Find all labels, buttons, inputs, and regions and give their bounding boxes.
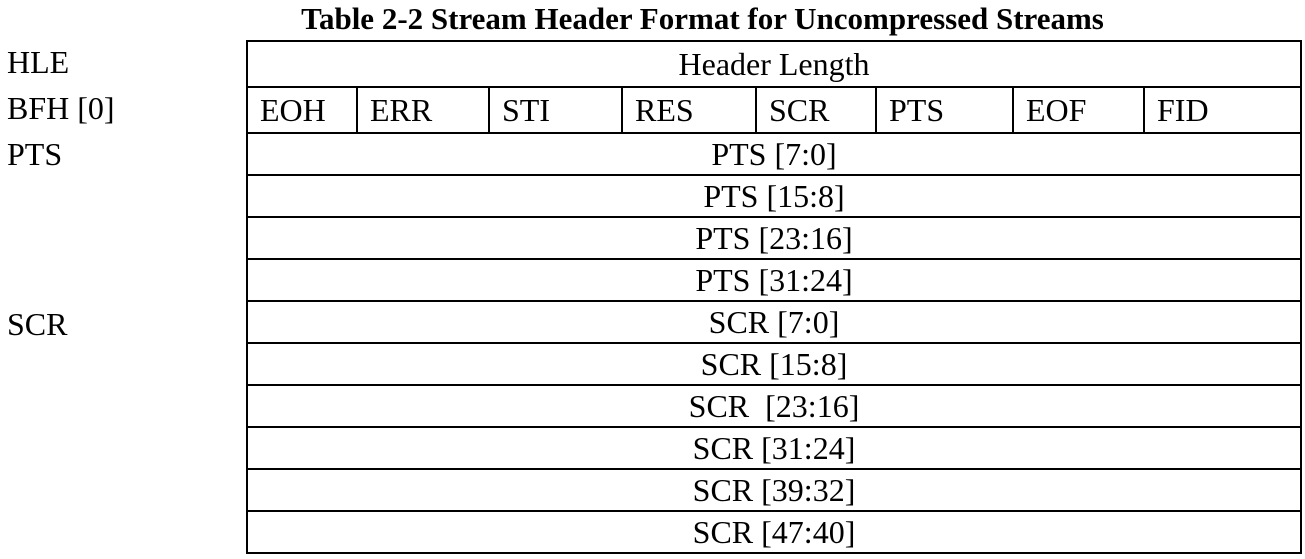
table-title: Table 2-2 Stream Header Format for Uncom… — [301, 1, 1104, 36]
row-label-pts: PTS — [7, 136, 63, 172]
table-row-pts: PTS [23:16] — [245, 216, 1303, 260]
bit-cell-scr: SCR — [755, 86, 877, 134]
bit-cell-sti: STI — [488, 86, 623, 134]
table-row-pts: PTS [31:24] — [245, 258, 1303, 302]
bit-cell-fid: FID — [1142, 86, 1303, 134]
pts-byte-cell: PTS [7:0] — [245, 132, 1303, 176]
pts-byte-cell: PTS [15:8] — [245, 174, 1303, 218]
table-row-pts: PTS [15:8] — [245, 174, 1303, 218]
table-row-scr: SCR [7:0] — [245, 300, 1303, 344]
table-row-scr: SCR [31:24] — [245, 426, 1303, 470]
scr-byte-cell: SCR [39:32] — [245, 468, 1303, 512]
table-row-pts: PTS [7:0] — [245, 132, 1303, 176]
scr-byte-cell: SCR [47:40] — [245, 510, 1303, 554]
stream-header-table: Header Length EOH ERR STI RES SCR PTS EO… — [245, 40, 1303, 554]
table-row-scr: SCR [15:8] — [245, 342, 1303, 386]
table-row-scr: SCR [23:16] — [245, 384, 1303, 428]
bit-cell-eof: EOF — [1012, 86, 1145, 134]
bit-cell-pts: PTS — [875, 86, 1014, 134]
table-row-hle: Header Length — [245, 40, 1303, 88]
scr-byte-cell: SCR [23:16] — [245, 384, 1303, 428]
bit-cell-eoh: EOH — [246, 86, 358, 134]
header-length-cell: Header Length — [245, 40, 1303, 88]
scr-byte-cell: SCR [15:8] — [245, 342, 1303, 386]
bit-cell-res: RES — [621, 86, 757, 134]
table-row-bfh: EOH ERR STI RES SCR PTS EOF FID — [246, 86, 1303, 134]
pts-byte-cell: PTS [23:16] — [245, 216, 1303, 260]
table-row-scr: SCR [47:40] — [245, 510, 1303, 554]
pts-byte-cell: PTS [31:24] — [245, 258, 1303, 302]
table-row-scr: SCR [39:32] — [245, 468, 1303, 512]
row-label-hle: HLE — [7, 44, 70, 80]
scr-byte-cell: SCR [7:0] — [245, 300, 1303, 344]
row-label-bfh: BFH [0] — [7, 90, 115, 126]
bit-cell-err: ERR — [356, 86, 490, 134]
scr-byte-cell: SCR [31:24] — [245, 426, 1303, 470]
row-label-scr: SCR — [7, 306, 68, 342]
